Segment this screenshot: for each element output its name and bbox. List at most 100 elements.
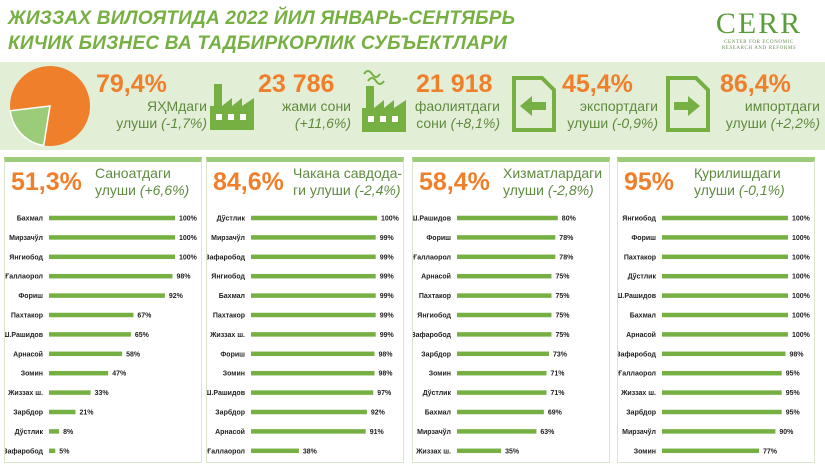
value-label: 75% [556, 293, 571, 300]
value-label: 33% [95, 390, 110, 397]
value-label: 100% [792, 293, 811, 300]
category-label: Зафаробод [413, 331, 452, 339]
value-label: 63% [540, 429, 555, 436]
bar [251, 390, 374, 395]
panel-label-line1: Чакана савдода- [293, 165, 403, 181]
bar [49, 429, 60, 434]
category-label: Мирзачўл [417, 428, 451, 436]
category-label: Зафаробод [5, 447, 44, 455]
kpi-label-5-line1: импортдаги [744, 98, 820, 114]
category-label: Зарбдор [421, 350, 451, 358]
category-label: Жиззах ш. [7, 390, 43, 397]
category-label: Янгиобод [211, 273, 245, 281]
logo-sub-1: CENTER FOR ECONOMIC [724, 40, 794, 45]
panel-label: Қурилишдаги улуши (-0,1%) [694, 165, 785, 199]
kpi-label-2-line2: (+11,6%) [294, 115, 351, 131]
value-label: 100% [792, 313, 811, 320]
kpi-band: 79,4% ЯҲМдаги улуши (-1,7%) 23 786 жами … [0, 62, 825, 150]
panel-label: Хизматлардаги улуши (-2,8%) [503, 165, 602, 199]
bar [457, 235, 556, 240]
bar-chart-construction: Янгиобод 100% Фориш 100% Пахтакор 100% Дўстлик… [618, 215, 811, 456]
bar [662, 254, 788, 260]
value-label: 99% [380, 332, 395, 339]
value-label: 71% [551, 390, 566, 397]
bar [49, 332, 131, 337]
bar [251, 448, 299, 454]
panel-share: 84,6% [213, 168, 284, 196]
panel-construction: 95% Қурилишдаги улуши (-0,1%) Янгиобод 10… [617, 157, 815, 463]
value-label: 75% [556, 274, 571, 281]
value-label: 78% [559, 254, 574, 261]
category-label: Бахмал [630, 313, 656, 320]
category-label: Фориш [18, 293, 43, 300]
value-label: 99% [380, 274, 395, 281]
value-label: 35% [505, 448, 520, 455]
value-label: 98% [379, 371, 394, 378]
value-label: 100% [792, 254, 811, 261]
bar [49, 351, 123, 357]
value-label: 80% [562, 216, 577, 223]
panel-label-line1: Қурилишдаги [694, 165, 781, 181]
value-label: 99% [380, 235, 395, 242]
value-label: 75% [556, 332, 571, 339]
value-label: 100% [179, 235, 198, 242]
bar [662, 448, 759, 454]
category-label: Дўстлик [217, 215, 246, 223]
category-label: Дўстлик [628, 273, 657, 281]
kpi-value-1: 79,4% [96, 70, 167, 98]
bar [662, 429, 776, 434]
bar [49, 390, 91, 395]
title-line-1: ЖИЗЗАХ ВИЛОЯТИДА 2022 ЙИЛ ЯНВАРЬ-СЕНТЯБР… [8, 8, 516, 29]
value-label: 92% [169, 293, 184, 300]
bar [457, 409, 544, 415]
category-label: Янгиобод [622, 215, 656, 223]
value-label: 8% [63, 429, 74, 436]
bar-chart-services: Ш.Рашидов 80% Фориш 78% Ғаллаорол 78% Арнасой 7… [413, 216, 577, 456]
value-label: 38% [303, 448, 318, 455]
bar [49, 448, 56, 454]
factory-smoke-icon [362, 70, 406, 132]
kpi-label-1-line2: улуши (-1,7%) [116, 115, 207, 131]
panel-label-line2: улуши (-0,1%) [694, 182, 785, 198]
category-label: Мирзачўл [9, 234, 43, 242]
category-label: Пахтакор [624, 254, 656, 261]
panel-share: 58,4% [419, 168, 490, 196]
bar [662, 370, 782, 376]
category-label: Мирзачўл [211, 234, 245, 242]
category-label: Янгиобод [9, 253, 43, 261]
category-label: Пахтакор [11, 313, 43, 320]
bar [662, 312, 788, 318]
bar [49, 293, 165, 298]
logo-sub-2: RESEARCH AND REFORMS [721, 46, 797, 51]
value-label: 98% [379, 351, 394, 358]
panel-retail: 84,6% Чакана савдода- ги улуши (-2,4%) Д… [206, 157, 404, 463]
pie-chart-icon [9, 66, 90, 147]
bar [49, 409, 76, 415]
bar [251, 235, 376, 240]
category-label: Ғаллаорол [5, 274, 43, 281]
category-label: Зарбдор [215, 409, 245, 417]
category-label: Фориш [220, 351, 245, 358]
bar [49, 312, 134, 318]
value-label: 75% [556, 313, 571, 320]
bar [457, 351, 549, 357]
value-label: 100% [179, 254, 198, 261]
kpi-label-5-line2: улуши (+2,2%) [725, 115, 820, 131]
bar-chart-retail: Дўстлик 100% Мирзачўл 99% Зафаробод 99% Янгиоб… [207, 215, 400, 456]
value-label: 67% [137, 313, 152, 320]
category-label: Ғаллаорол [413, 254, 451, 261]
value-label: 73% [553, 351, 568, 358]
bar [457, 312, 552, 318]
category-label: Зомин [223, 371, 245, 378]
category-label: Ш.Рашидов [207, 390, 246, 397]
category-label: Ш.Рашидов [618, 293, 657, 300]
kpi-label-4: экспортдаги улуши (-0,9%) [567, 98, 658, 132]
value-label: 5% [59, 448, 70, 455]
category-label: Пахтакор [213, 313, 245, 320]
category-label: Зафаробод [207, 253, 246, 261]
bar [251, 332, 376, 337]
panel-label: Саноатдаги улуши (+6,6%) [95, 165, 189, 199]
import-arrow-icon [666, 76, 710, 132]
category-label: Дўстлик [423, 389, 452, 397]
value-label: 65% [135, 332, 150, 339]
